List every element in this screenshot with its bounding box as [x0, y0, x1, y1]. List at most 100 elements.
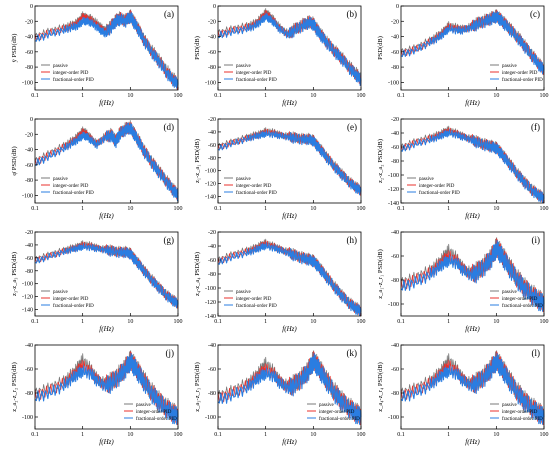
y-tick-label: -100	[22, 282, 33, 288]
y-tick-label: -100	[388, 302, 399, 308]
y-tick-label: 0	[396, 4, 399, 10]
x-tick-label: 0.1	[31, 206, 39, 212]
legend: passive integer-order PID fractional-order…	[224, 290, 277, 309]
y-tick-label: -60	[25, 256, 33, 262]
y-axis-label: z₄-z_a₄ PSD(dB)	[194, 252, 201, 296]
series-line	[217, 242, 362, 317]
legend-label: integer-order PID	[236, 71, 272, 76]
y-tick-label: -60	[25, 50, 33, 56]
x-tick-label: 100	[357, 432, 366, 438]
series-group	[217, 8, 362, 86]
legend-label: fractional-order PID	[502, 417, 543, 422]
y-tick-label: -60	[391, 367, 399, 373]
x-tick-label: 100	[540, 319, 549, 325]
plot-frame	[34, 231, 179, 317]
x-axis-label: f(Hz)	[99, 438, 114, 446]
panel-k: 0.1 1 10 100 -40 -60 -80 -100 f(Hz) z_a₃-z_r₃ PSD…	[194, 343, 366, 446]
x-tick-label: 0.1	[397, 432, 405, 438]
y-tick-label: -40	[25, 35, 33, 41]
x-tick-label: 0.1	[214, 93, 222, 99]
x-tick-label: 100	[540, 206, 549, 212]
y-tick-label: -40	[391, 343, 399, 349]
x-tick-label: 10	[127, 93, 133, 99]
x-axis-label: f(Hz)	[282, 99, 297, 107]
y-tick-label: -80	[208, 391, 216, 397]
y-tick-label: -20	[25, 132, 33, 138]
y-tick-label: -40	[25, 148, 33, 154]
panel-l: 0.1 1 10 100 -40 -60 -80 -100 f(Hz) z_a₄-z_r₄ PSD…	[377, 343, 549, 446]
series-group	[400, 350, 545, 426]
series-group	[400, 9, 545, 75]
series-line	[400, 240, 545, 312]
y-tick-label: -100	[22, 80, 33, 86]
y-tick-label: 0	[213, 4, 216, 10]
y-tick-label: -80	[25, 269, 33, 275]
panel-label: (j)	[166, 348, 175, 358]
y-tick-label: -40	[208, 130, 216, 136]
x-tick-label: 100	[540, 93, 549, 99]
y-tick-label: -120	[205, 300, 216, 306]
legend-label: fractional-order PID	[502, 304, 543, 309]
y-tick-label: -80	[208, 272, 216, 278]
y-axis-label: z_a₄-z_r₄ PSD(dB)	[377, 362, 384, 411]
y-tick-label: -140	[205, 314, 216, 320]
legend-label: passive	[502, 403, 518, 408]
y-tick-label: -100	[22, 193, 33, 199]
y-tick-label: -80	[391, 65, 399, 71]
x-tick-label: 10	[310, 319, 316, 325]
panel-label: (f)	[531, 122, 540, 132]
x-axis-label: f(Hz)	[282, 438, 297, 446]
y-axis-label: ÿ PSD(dB)	[11, 34, 18, 63]
y-tick-label: -40	[25, 343, 33, 349]
plot-frame	[400, 344, 545, 430]
series-line	[217, 10, 362, 86]
panel-label: (a)	[164, 9, 174, 19]
panel-h: 0.1 1 10 100 -20 -40 -60 -80 -100 -120 -140 f(Hz) z₄…	[194, 230, 366, 333]
legend-label: passive	[502, 290, 518, 295]
y-tick-label: -40	[391, 131, 399, 137]
legend: passive integer-order PID fractional-order…	[224, 64, 277, 83]
x-tick-label: 10	[310, 432, 316, 438]
x-tick-label: 10	[310, 93, 316, 99]
y-tick-label: -20	[391, 117, 399, 123]
series-line	[34, 11, 179, 89]
x-tick-label: 0.1	[31, 93, 39, 99]
x-tick-label: 10	[493, 319, 499, 325]
panel-j: 0.1 1 10 100 -40 -60 -80 -100 f(Hz) z_a₂-z_r₂ PSD…	[11, 343, 183, 446]
legend-label: integer-order PID	[53, 297, 89, 302]
panel-g: 0.1 1 10 100 -20 -40 -60 -80 -100 -120 -140 f(Hz) z₃…	[11, 230, 183, 333]
legend-label: passive	[236, 290, 252, 295]
plot-frame	[217, 118, 362, 204]
y-tick-label: -20	[208, 117, 216, 123]
y-tick-label: -60	[391, 50, 399, 56]
legend-label: integer-order PID	[136, 410, 172, 415]
legend: passive integer-order PID fractional-order…	[41, 64, 94, 83]
panel-label: (i)	[532, 235, 541, 245]
legend-label: passive	[53, 64, 69, 69]
legend-label: integer-order PID	[53, 184, 89, 189]
legend-label: passive	[236, 177, 252, 182]
x-tick-label: 1	[81, 319, 84, 325]
y-axis-label: z_a₁-z_r₁ PSD(dB)	[377, 249, 384, 298]
y-tick-label: -60	[391, 145, 399, 151]
y-tick-label: -100	[388, 173, 399, 179]
x-axis-label: f(Hz)	[282, 212, 297, 220]
panel-label: (e)	[347, 122, 357, 132]
series-line	[34, 243, 179, 309]
x-axis-label: f(Hz)	[282, 325, 297, 333]
y-tick-label: 0	[30, 4, 33, 10]
panel-d: 0.1 1 10 100 0 -20 -40 -60 -80 -100 f(Hz) φ̈ PSD(dB…	[11, 117, 183, 220]
plot-frame	[400, 231, 545, 317]
y-tick-label: -100	[22, 415, 33, 421]
panel-label: (k)	[347, 348, 358, 358]
legend: passive integer-order PID fractional-order…	[490, 64, 543, 83]
y-tick-label: -20	[25, 230, 33, 236]
legend: passive integer-order PID fractional-order…	[41, 177, 94, 196]
x-tick-label: 100	[174, 206, 183, 212]
y-tick-label: -40	[208, 35, 216, 41]
x-tick-label: 1	[264, 432, 267, 438]
panel-f: 0.1 1 10 100 -20 -40 -60 -80 -100 -120 -140 f(Hz) z₂…	[377, 117, 549, 220]
x-tick-label: 10	[127, 432, 133, 438]
x-tick-label: 100	[174, 319, 183, 325]
x-axis-label: f(Hz)	[99, 325, 114, 333]
